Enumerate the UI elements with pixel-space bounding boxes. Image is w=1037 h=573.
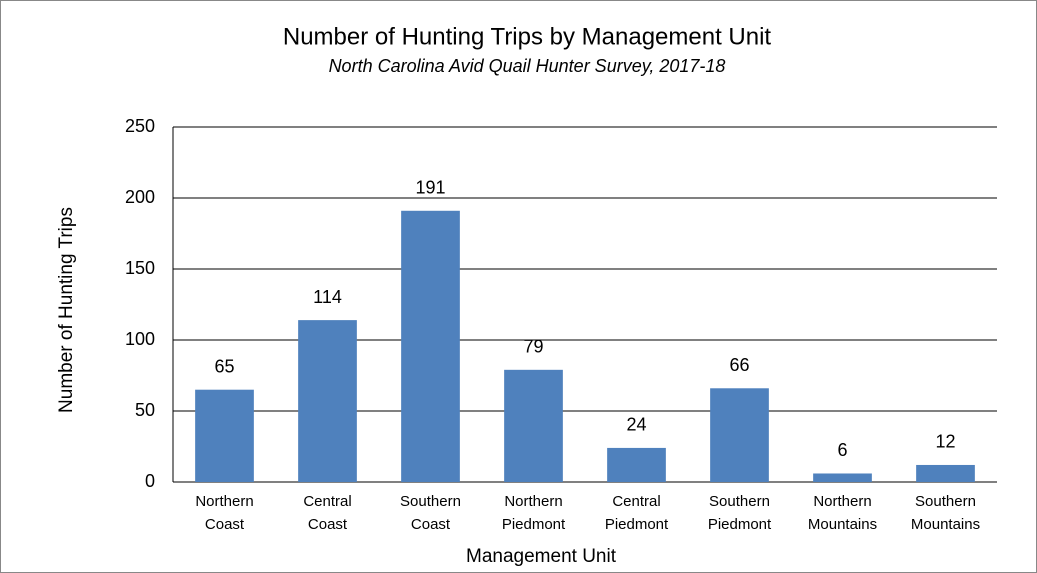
y-tick-label: 250 [125,116,155,136]
y-tick-label: 50 [135,400,155,420]
bar [813,473,872,482]
x-tick-line: Mountains [808,516,877,533]
x-tick-line: Mountains [911,516,980,533]
x-tick-line: Southern [709,493,770,510]
x-tick-line: Central [303,493,351,510]
data-label: 114 [313,287,342,307]
bar [710,388,769,482]
x-tick-line: Northern [813,493,871,510]
x-tick-line: Northern [195,493,253,510]
data-label: 12 [935,432,955,452]
x-tick-line: Coast [205,516,245,533]
data-label: 66 [729,355,749,375]
data-label: 79 [523,337,543,357]
x-tick-label: Central Coast [303,493,351,533]
x-tick-line: Southern [915,493,976,510]
x-tick-label: Southern Coast [400,493,461,533]
y-axis-label: Number of Hunting Trips [56,207,77,413]
x-tick-line: Central [612,493,660,510]
data-label: 65 [214,356,234,376]
x-tick-line: Piedmont [605,516,669,533]
y-tick-label: 150 [125,258,155,278]
bar [916,464,975,482]
bar [298,320,357,482]
x-tick-line: Coast [411,516,451,533]
bar [401,210,460,482]
x-axis-label: Management Unit [466,546,617,567]
x-tick-line: Northern [504,493,562,510]
x-tick-line: Southern [400,493,461,510]
y-tick-label: 200 [125,187,155,207]
x-tick-label: Southern Mountains [911,493,980,533]
data-label: 6 [837,440,847,460]
x-tick-line: Piedmont [708,516,772,533]
chart-title: Number of Hunting Trips by Management Un… [283,23,772,50]
bar [607,447,666,482]
x-tick-label: Central Piedmont [605,493,669,533]
bar [504,369,563,482]
y-tick-label: 100 [125,329,155,349]
x-tick-line: Piedmont [502,516,566,533]
x-tick-label: Southern Piedmont [708,493,772,533]
data-label: 24 [626,415,646,435]
data-label: 191 [415,178,445,198]
x-tick-label: Northern Piedmont [502,493,566,533]
bar [195,389,254,482]
x-tick-line: Coast [308,516,348,533]
y-tick-label: 0 [145,471,155,491]
chart-subtitle: North Carolina Avid Quail Hunter Survey,… [329,56,726,76]
x-tick-label: Northern Coast [195,493,253,533]
x-tick-label: Northern Mountains [808,493,877,533]
